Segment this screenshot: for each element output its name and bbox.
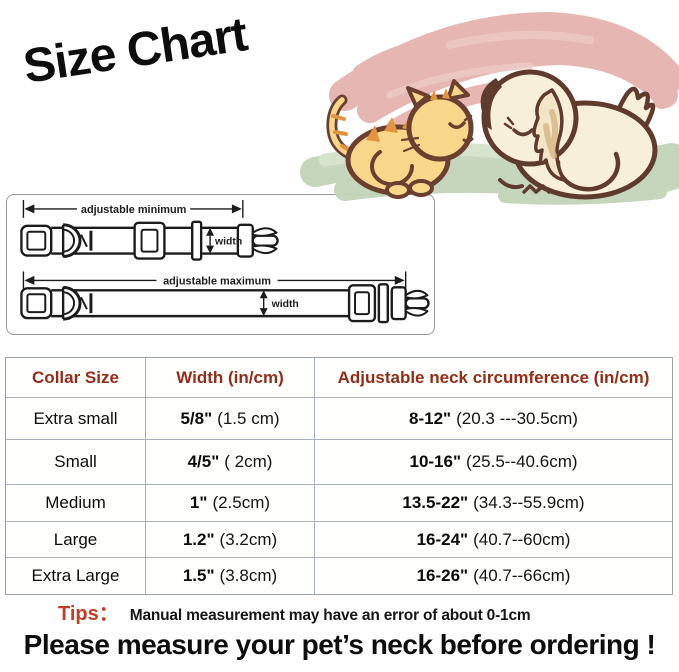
collar-diagram-svg: adjustable minimum [20, 199, 430, 324]
table-row: Extra small 5/8" (1.5 cm) 8-12" (20.3 ---30.… [6, 398, 672, 440]
cell-neck-circumference: 10-16" (25.5--40.6cm) [409, 452, 578, 471]
cell-neck-circumference: 8-12" (20.3 ---30.5cm) [409, 408, 578, 428]
page-title: Size Chart [20, 8, 251, 94]
tips-line: Tips： Manual measurement may have an err… [58, 597, 531, 626]
size-table: Collar Size Width (in/cm) Adjustable nec… [5, 357, 673, 595]
label-width-bottom: width [271, 299, 299, 310]
cell-width: 5/8" (1.5 cm) [146, 398, 315, 439]
tips-text: Manual measurement may have an error of … [129, 607, 531, 624]
table-row: Small 4/5"( 2cm) 10-16" (25.5--40.6cm) [6, 440, 672, 485]
table-row: Extra Large 1.5" (3.8cm) 16-26" (40.7--66cm) [6, 558, 672, 594]
header-neck-circumference: Adjustable neck circumference (in/cm) [337, 367, 650, 387]
cell-neck-circumference: 16-24" (40.7--60cm) [416, 529, 571, 549]
cell-collar-size: Extra Large [6, 558, 146, 594]
cell-collar-size: Extra small [6, 398, 146, 439]
footer-note: Please measure your pet’s neck before or… [23, 629, 656, 660]
cell-width: 4/5"( 2cm) [146, 440, 315, 484]
cell-collar-size: Large [6, 522, 146, 557]
cell-collar-size: Small [6, 440, 146, 484]
dog-figure [480, 69, 658, 200]
cell-width: 1.2" (3.2cm) [146, 522, 315, 557]
cell-width: 1.5" (3.8cm) [146, 558, 315, 594]
cat-figure [326, 79, 474, 199]
label-adjustable-minimum: adjustable minimum [81, 204, 187, 216]
cell-neck-circumference: 13.5-22" (34.3--55.9cm) [402, 493, 585, 512]
cell-width: 1" (2.5cm) [146, 485, 315, 521]
cell-collar-size: Medium [6, 485, 146, 521]
sleeping-cat-and-dog-illustration [300, 11, 679, 205]
header-width: Width (in/cm) [146, 358, 315, 397]
table-row: Medium 1" (2.5cm) 13.5-22" (34.3--55.9cm) [6, 485, 672, 522]
label-adjustable-maximum: adjustable maximum [163, 275, 271, 287]
table-header-row: Collar Size Width (in/cm) Adjustable nec… [6, 358, 672, 398]
collar-diagram: adjustable minimum [6, 194, 435, 335]
tips-label: Tips： [58, 603, 119, 625]
label-width-top: width [214, 237, 242, 248]
table-row: Large 1.2" (3.2cm) 16-24" (40.7--60cm) [6, 522, 672, 558]
cell-neck-circumference: 16-26" (40.7--66cm) [416, 566, 571, 585]
header-collar-size: Collar Size [6, 358, 146, 397]
